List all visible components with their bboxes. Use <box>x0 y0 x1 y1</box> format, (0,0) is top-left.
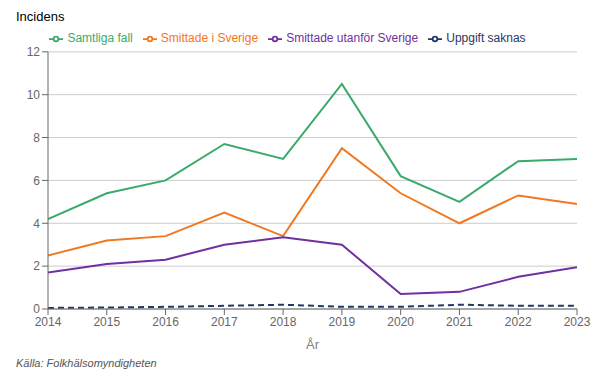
svg-text:6: 6 <box>33 174 40 188</box>
html-text:Samtliga fall: Samtliga fall <box>67 31 133 45</box>
svg-text:År: År <box>306 337 320 352</box>
svg-text:2014: 2014 <box>35 315 62 329</box>
svg-text:2023: 2023 <box>564 315 591 329</box>
svg-text:4: 4 <box>33 217 40 231</box>
svg-text:2019: 2019 <box>329 315 356 329</box>
html-text:Källa: Folkhälsomyndigheten: Källa: Folkhälsomyndigheten <box>16 357 157 369</box>
svg-text:2022: 2022 <box>505 315 532 329</box>
svg-text:2017: 2017 <box>211 315 238 329</box>
html-text:Incidens: Incidens <box>16 9 65 24</box>
svg-text:2015: 2015 <box>93 315 120 329</box>
svg-text:2020: 2020 <box>387 315 414 329</box>
svg-text:0: 0 <box>33 302 40 316</box>
svg-text:2016: 2016 <box>152 315 179 329</box>
html-text:Uppgift saknas: Uppgift saknas <box>446 31 526 45</box>
svg-text:8: 8 <box>33 131 40 145</box>
html-text:Smittade utanför Sverige: Smittade utanför Sverige <box>286 31 419 45</box>
html-text:Smittade i Sverige: Smittade i Sverige <box>160 31 259 45</box>
svg-text:12: 12 <box>27 45 41 59</box>
svg-text:2: 2 <box>33 259 40 273</box>
svg-text:2021: 2021 <box>446 315 473 329</box>
svg-text:2018: 2018 <box>270 315 297 329</box>
svg-text:10: 10 <box>27 88 41 102</box>
